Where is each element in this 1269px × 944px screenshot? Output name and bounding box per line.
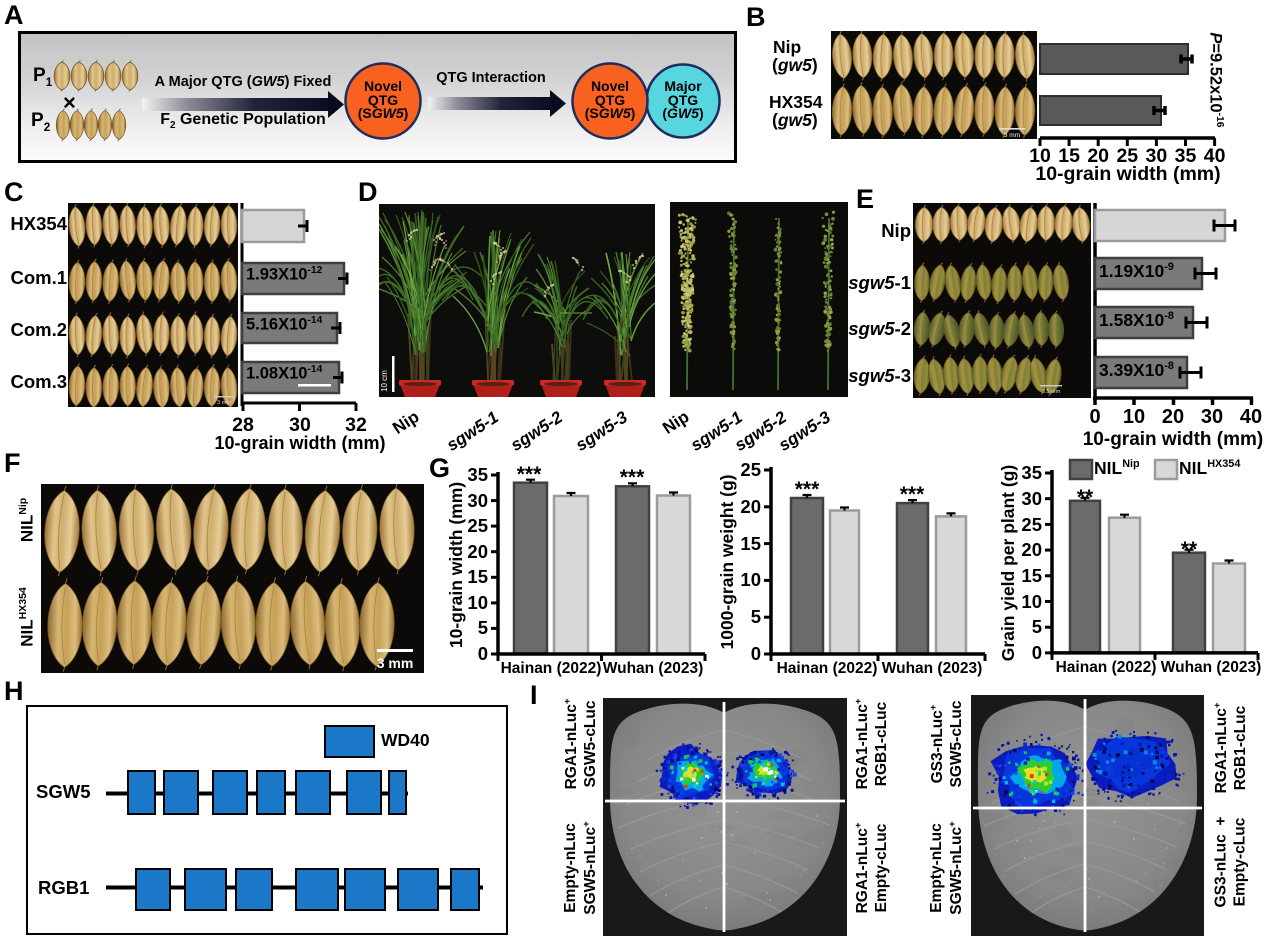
svg-text:3 mm: 3 mm [1004, 132, 1020, 139]
svg-text:3 mm: 3 mm [377, 655, 414, 671]
svg-text:3.5 mm: 3.5 mm [1042, 389, 1061, 395]
svg-text:10 cm: 10 cm [380, 370, 389, 392]
svg-text:3 mm: 3 mm [217, 400, 231, 406]
